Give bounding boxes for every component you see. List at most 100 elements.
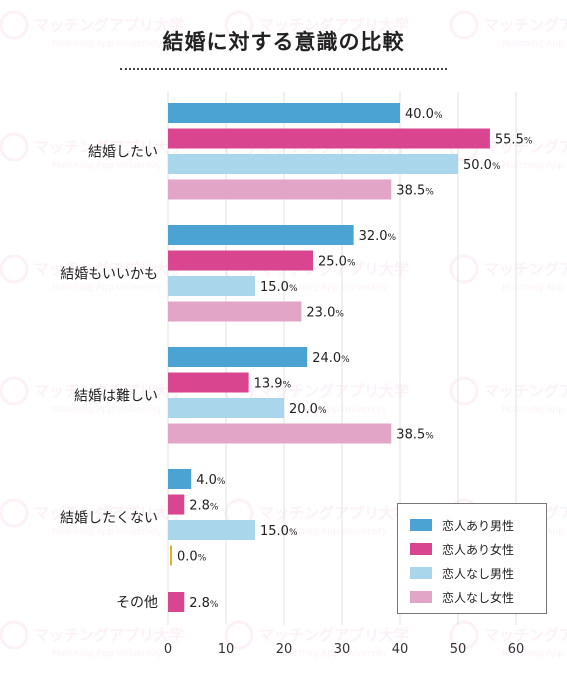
x-tick-label: 60 (508, 642, 525, 657)
bar (168, 398, 284, 418)
watermark-brand: マッチングアプリ大学 (259, 382, 409, 400)
data-label: 13.9% (254, 377, 292, 392)
watermark-sub: Matching App University (277, 39, 388, 49)
data-label: 23.0% (306, 306, 344, 321)
bar (168, 347, 308, 367)
watermark-sub: Matching App University (502, 283, 567, 293)
title-divider (120, 68, 447, 70)
watermark-brand: マッチングアプリ大学 (484, 382, 567, 400)
bar (168, 276, 255, 296)
watermark-brand: マッチングアプリ大学 (484, 138, 567, 156)
watermark-sub: Matching App University (277, 527, 388, 537)
category-label: 結婚したい (88, 144, 158, 160)
data-label: 40.0% (405, 107, 443, 122)
watermark-logo (0, 10, 29, 40)
bar (168, 469, 192, 489)
watermark-logo (0, 498, 29, 528)
watermark-brand: マッチングアプリ大学 (259, 504, 409, 522)
x-tick-label: 50 (450, 642, 467, 657)
data-label: 15.0% (260, 280, 298, 295)
bar (168, 423, 392, 444)
watermark-logo (449, 620, 479, 650)
watermark-sub: Matching App University (52, 527, 163, 537)
watermark-logo (449, 376, 479, 406)
bar (168, 179, 392, 200)
watermark-brand: マッチングアプリ大学 (34, 138, 184, 156)
legend-label: 恋人なし男性 (442, 566, 515, 581)
category-label: その他 (116, 595, 158, 611)
watermark-sub: Matching App University (52, 405, 163, 415)
bar (170, 545, 172, 566)
watermark-sub: Matching App University (502, 405, 567, 415)
legend-swatch (410, 519, 432, 531)
bar (168, 225, 354, 245)
watermark-brand: マッチングアプリ大学 (259, 626, 409, 644)
bar (168, 301, 302, 322)
watermark-brand: マッチングアプリ大学 (34, 626, 184, 644)
bar (168, 128, 490, 149)
bar (168, 592, 185, 612)
category-label: 結婚は難しい (74, 388, 158, 404)
watermark-logo (0, 620, 29, 650)
bar (168, 494, 185, 515)
watermark-logo (224, 620, 254, 650)
x-tick-label: 40 (392, 642, 409, 657)
watermark-brand: マッチングアプリ大学 (34, 382, 184, 400)
watermark-brand: マッチングアプリ大学 (34, 16, 184, 34)
data-label: 20.0% (289, 402, 327, 417)
legend-item: 恋人あり男性 (410, 513, 546, 537)
data-label: 55.5% (495, 133, 533, 148)
watermark-sub: Matching App University (277, 283, 388, 293)
watermark-logo (0, 132, 29, 162)
watermark-sub: Matching App University (277, 405, 388, 415)
legend-swatch (410, 543, 432, 555)
data-label: 24.0% (312, 351, 350, 366)
data-label: 2.8% (189, 596, 219, 611)
data-label: 32.0% (359, 229, 397, 244)
watermark-sub: Matching App University (502, 39, 567, 49)
data-label: 38.5% (396, 428, 434, 443)
watermark-sub: Matching App University (502, 161, 567, 171)
watermark-sub: Matching App University (52, 649, 163, 659)
watermark-brand: マッチングアプリ大学 (34, 504, 184, 522)
watermark-sub: Matching App University (52, 161, 163, 171)
watermark-logo (449, 254, 479, 284)
data-label: 4.0% (196, 473, 226, 488)
category-label: 結婚したくない (60, 510, 158, 526)
watermark-sub: Matching App University (502, 649, 567, 659)
category-label: 結婚もいいかも (60, 266, 158, 282)
legend-item: 恋人なし男性 (410, 561, 546, 585)
watermark-brand: マッチングアプリ大学 (484, 626, 567, 644)
x-tick-label: 10 (218, 642, 235, 657)
data-label: 2.8% (189, 499, 219, 514)
data-label: 15.0% (260, 524, 298, 539)
watermark-brand: マッチングアプリ大学 (484, 260, 567, 278)
watermark-sub: Matching App University (52, 39, 163, 49)
watermark-sub: Matching App University (52, 283, 163, 293)
legend-swatch (410, 591, 432, 603)
watermark-logo (0, 376, 29, 406)
legend: 恋人あり男性 恋人あり女性 恋人なし男性 恋人なし女性 (397, 503, 547, 614)
legend-label: 恋人あり女性 (442, 542, 515, 557)
bar (168, 520, 255, 540)
chart-title: 結婚に対する意識の比較 (162, 30, 405, 54)
watermark-sub: Matching App University (277, 649, 388, 659)
x-tick-label: 30 (334, 642, 351, 657)
bar (168, 103, 400, 123)
data-label: 0.0% (177, 550, 207, 565)
bar (168, 372, 249, 393)
watermark-logo (449, 10, 479, 40)
x-tick-label: 20 (276, 642, 293, 657)
data-label: 38.5% (396, 184, 434, 199)
legend-label: 恋人あり男性 (442, 518, 515, 533)
data-label: 50.0% (463, 158, 501, 173)
legend-label: 恋人なし女性 (442, 590, 515, 605)
watermark-brand: マッチングアプリ大学 (259, 16, 409, 34)
legend-swatch (410, 567, 432, 579)
legend-item: 恋人なし女性 (410, 585, 546, 609)
watermark-brand: マッチングアプリ大学 (34, 260, 184, 278)
legend-item: 恋人あり女性 (410, 537, 546, 561)
x-tick-label: 0 (164, 642, 172, 657)
watermark-brand: マッチングアプリ大学 (484, 16, 567, 34)
